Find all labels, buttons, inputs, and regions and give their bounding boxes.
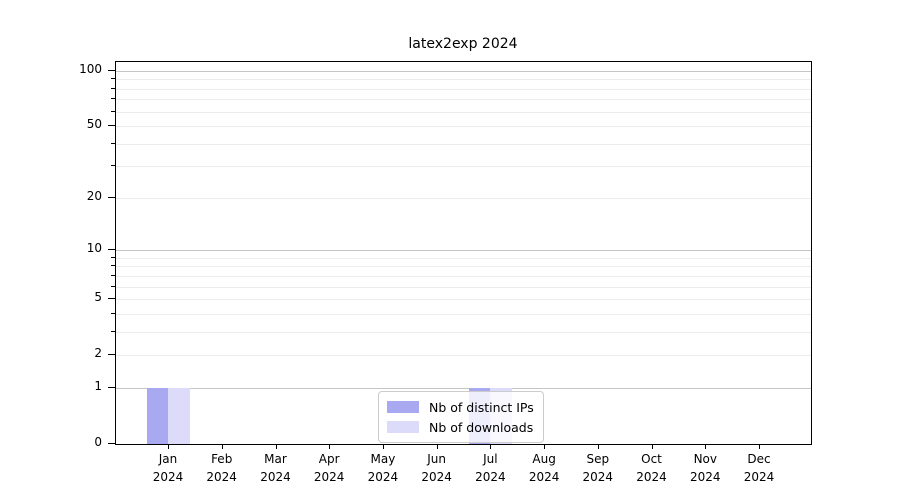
y-tick-label: 1 [94, 379, 102, 393]
y-tick-label: 20 [86, 188, 102, 203]
y-tick [108, 125, 115, 127]
y-tick [108, 196, 115, 198]
y-tick [108, 354, 115, 356]
gridline-major [116, 388, 811, 389]
gridline-minor [116, 88, 811, 90]
y-minor-tick [111, 256, 115, 258]
y-tick [108, 249, 115, 251]
x-tick-label: Nov 2024 [690, 452, 721, 484]
y-tick-label: 100 [79, 61, 102, 76]
gridline-minor [116, 79, 811, 81]
gridline-minor [116, 166, 811, 168]
gridline-minor [116, 331, 811, 333]
x-tick-label: Apr 2024 [313, 452, 345, 484]
chart-title: latex2exp 2024 [408, 36, 518, 52]
gridline-minor [116, 99, 811, 101]
x-tick-label: May 2024 [367, 452, 399, 484]
gridline-minor [116, 111, 811, 113]
y-tick-label: 10 [86, 241, 102, 256]
gridline-major [116, 70, 811, 72]
y-tick-label: 0 [94, 435, 102, 449]
bar-distinct-ips-jan [146, 388, 168, 444]
y-minor-tick [111, 110, 115, 112]
y-tick [108, 443, 115, 444]
y-minor-tick [111, 165, 115, 167]
x-tick [597, 444, 599, 449]
gridline-minor [116, 299, 811, 301]
legend-entry-distinct-ips: Nb of distinct IPs [387, 397, 534, 417]
legend-entry-downloads: Nb of downloads [387, 417, 534, 437]
x-tick-label: Feb 2024 [206, 452, 237, 484]
x-tick-label: Jan 2024 [152, 452, 184, 484]
gridline-minor [116, 143, 811, 145]
y-minor-tick [111, 142, 115, 144]
legend-swatch-downloads-icon [387, 421, 419, 433]
y-minor-tick [111, 265, 115, 267]
x-tick [329, 444, 331, 449]
x-tick [382, 444, 384, 449]
y-minor-tick [111, 330, 115, 332]
x-tick [275, 444, 277, 449]
y-minor-tick [111, 98, 115, 100]
gridline-minor [116, 313, 811, 315]
y-tick-label: 2 [94, 346, 102, 361]
y-tick-label: 5 [94, 290, 102, 305]
bar-downloads-jan [168, 388, 190, 444]
x-tick [759, 444, 760, 449]
legend-label-distinct-ips: Nb of distinct IPs [429, 399, 534, 415]
x-tick [544, 444, 546, 449]
gridline-minor [116, 355, 811, 357]
legend-label-downloads: Nb of downloads [429, 419, 534, 435]
y-tick [108, 387, 115, 388]
y-minor-tick [111, 87, 115, 89]
y-minor-tick [111, 78, 115, 80]
x-tick-label: Jul 2024 [475, 452, 506, 484]
x-tick-label: Dec 2024 [743, 452, 775, 484]
gridline-minor [116, 266, 811, 268]
gridline-minor [116, 197, 811, 199]
gridline-major [116, 250, 811, 252]
legend-swatch-distinct-ips-icon [387, 401, 419, 413]
legend: Nb of distinct IPs Nb of downloads [378, 391, 544, 443]
plot-area: Nb of distinct IPs Nb of downloads [115, 61, 812, 445]
y-tick-label: 50 [86, 117, 102, 132]
x-tick-label: Jun 2024 [421, 452, 452, 484]
gridline-minor [116, 257, 811, 259]
x-tick-label: Sep 2024 [582, 452, 614, 484]
x-tick-label: Oct 2024 [636, 452, 667, 484]
y-minor-tick [111, 285, 115, 287]
gridline-minor [116, 126, 811, 128]
x-tick [221, 444, 223, 449]
x-tick [705, 444, 707, 449]
x-tick [490, 444, 492, 449]
gridline-minor [116, 275, 811, 277]
y-tick [108, 298, 115, 300]
y-minor-tick [111, 274, 115, 276]
x-tick [651, 444, 653, 449]
x-tick [168, 444, 169, 449]
y-tick [108, 69, 115, 71]
x-tick-label: Mar 2024 [260, 452, 291, 484]
x-tick [436, 444, 438, 449]
y-minor-tick [111, 312, 115, 314]
x-tick-label: Aug 2024 [528, 452, 560, 484]
gridline-minor [116, 286, 811, 288]
